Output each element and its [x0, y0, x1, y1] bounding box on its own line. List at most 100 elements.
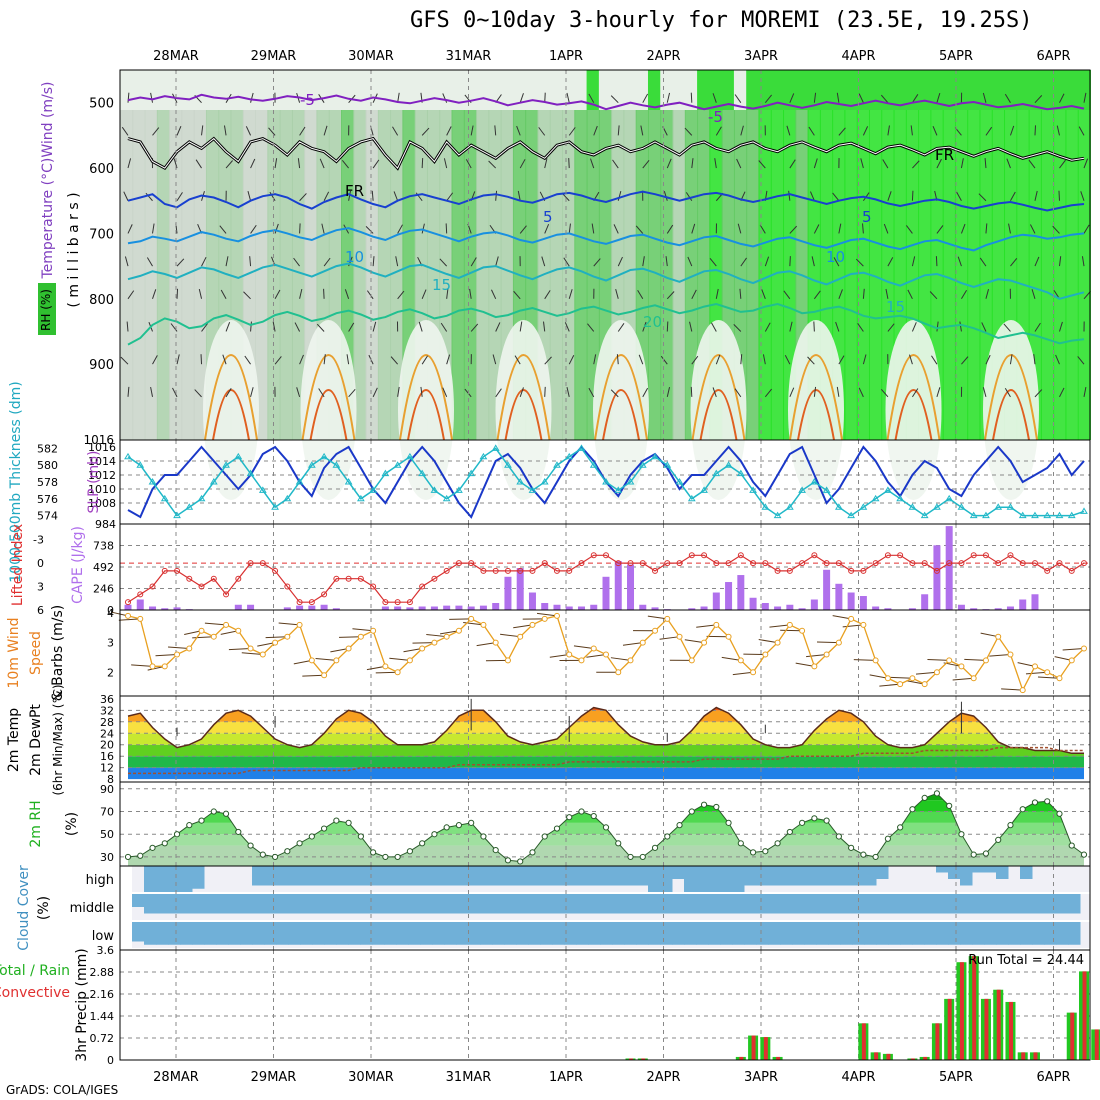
rh-cell [402, 70, 416, 110]
wind-barb-10m [610, 657, 631, 661]
lifted-index-marker [419, 583, 426, 590]
cape-bar [528, 592, 536, 610]
wind-speed-marker [468, 615, 475, 622]
wind-speed-marker [1056, 675, 1063, 682]
wind-barb [759, 224, 766, 234]
cloud-cell [228, 894, 241, 914]
run-total-label: Run Total = 24.44 [968, 953, 1084, 968]
wind-speed-marker [174, 651, 181, 658]
wind-barb-10m [389, 657, 410, 661]
rh-marker [995, 836, 1002, 843]
lifted-index-marker [321, 591, 328, 598]
cape-bar [810, 599, 818, 610]
lifted-index-marker [725, 560, 732, 567]
cape-bar [247, 604, 255, 610]
thickness-marker [185, 503, 194, 510]
wind-speed-marker [737, 657, 744, 664]
precip-tick: 0 [107, 1054, 114, 1067]
wind-barb [495, 322, 501, 332]
rh-cell [120, 110, 134, 440]
rh-cell [365, 110, 379, 440]
rh-cell [353, 110, 367, 440]
wind-barb [568, 158, 570, 169]
date-label-bottom: 1APR [549, 1070, 583, 1085]
wind-barb [519, 159, 526, 169]
precip-convective-bar [861, 1023, 866, 1060]
lifted-index-marker [541, 560, 548, 567]
cloud-cell [948, 894, 961, 914]
rh-cell [856, 110, 870, 440]
rh-cell [377, 110, 392, 440]
isotherm-25 [204, 354, 258, 441]
rh-marker [284, 848, 291, 855]
cape-bar [406, 607, 414, 610]
cloud-cell [324, 922, 337, 945]
wind-barb [1059, 93, 1065, 103]
rh-marker [541, 833, 548, 840]
thickness-marker [418, 469, 427, 477]
rh-marker [124, 853, 132, 861]
wind-barb [936, 92, 941, 103]
cloud-cell [684, 894, 697, 914]
cloud-cell [1008, 894, 1021, 914]
lifted-index-marker [1007, 552, 1014, 559]
cloud-cell [1020, 922, 1033, 945]
thickness-marker [258, 486, 267, 493]
wind-barb [127, 386, 130, 397]
wind-barb [494, 125, 497, 136]
wind-barb [272, 321, 276, 332]
cloud-cell [240, 922, 253, 945]
wind-barb-10m [906, 680, 925, 685]
cape-bar [933, 545, 941, 610]
wind-barb-10m [439, 630, 460, 635]
thickness-marker [920, 511, 929, 519]
precip-convective-bar [629, 1058, 634, 1060]
wind-barb [733, 324, 742, 332]
wind-barb [421, 158, 424, 169]
cloud-cell [780, 922, 793, 945]
wind-barb [176, 354, 180, 365]
wind-barb-10m [536, 612, 558, 617]
cloud-cell [984, 866, 997, 873]
rh-cell [341, 70, 355, 110]
wind-speed-marker [750, 669, 757, 676]
lifted-index-marker [247, 560, 254, 567]
cloud-cell [600, 894, 613, 914]
rh-cell [1065, 70, 1079, 110]
cloud-cell [528, 922, 541, 945]
wind-barb [838, 127, 846, 136]
wind-barb [1058, 190, 1060, 201]
cape-bar [725, 582, 733, 610]
cloud-cell [480, 922, 493, 945]
rh-cell [733, 70, 748, 110]
rh-cell [156, 70, 171, 110]
cloud-cell [456, 894, 469, 914]
precip-tick: 2.88 [90, 966, 115, 979]
wind-barb [544, 158, 548, 169]
precip-convective-bar [996, 989, 1001, 1060]
lifted-index-marker [909, 560, 916, 567]
cloud-cell [756, 866, 769, 886]
rh-marker [823, 817, 830, 824]
thickness-marker [540, 478, 549, 485]
precip-convective-bar [886, 1053, 891, 1060]
rh-marker [345, 819, 352, 826]
rh-marker [553, 825, 561, 832]
cloud-cell [744, 894, 757, 914]
wind-barb-10m [131, 664, 153, 667]
wind-barb [789, 225, 798, 234]
cloud-cell [192, 922, 205, 945]
wind-barb [666, 386, 671, 397]
rh-cell [316, 70, 330, 110]
thickness-marker [638, 461, 647, 468]
cloud-cell [900, 894, 913, 914]
rh-cell [193, 70, 207, 110]
cape-bar [627, 564, 635, 610]
temp-band [128, 707, 1084, 711]
rh-cell [905, 70, 920, 110]
precip-tick: 2.16 [90, 988, 115, 1001]
wind-barb-10m [989, 653, 1011, 657]
wind-tick: 3 [107, 637, 114, 650]
rh-cell [844, 70, 858, 110]
cloud-cell [840, 866, 853, 886]
